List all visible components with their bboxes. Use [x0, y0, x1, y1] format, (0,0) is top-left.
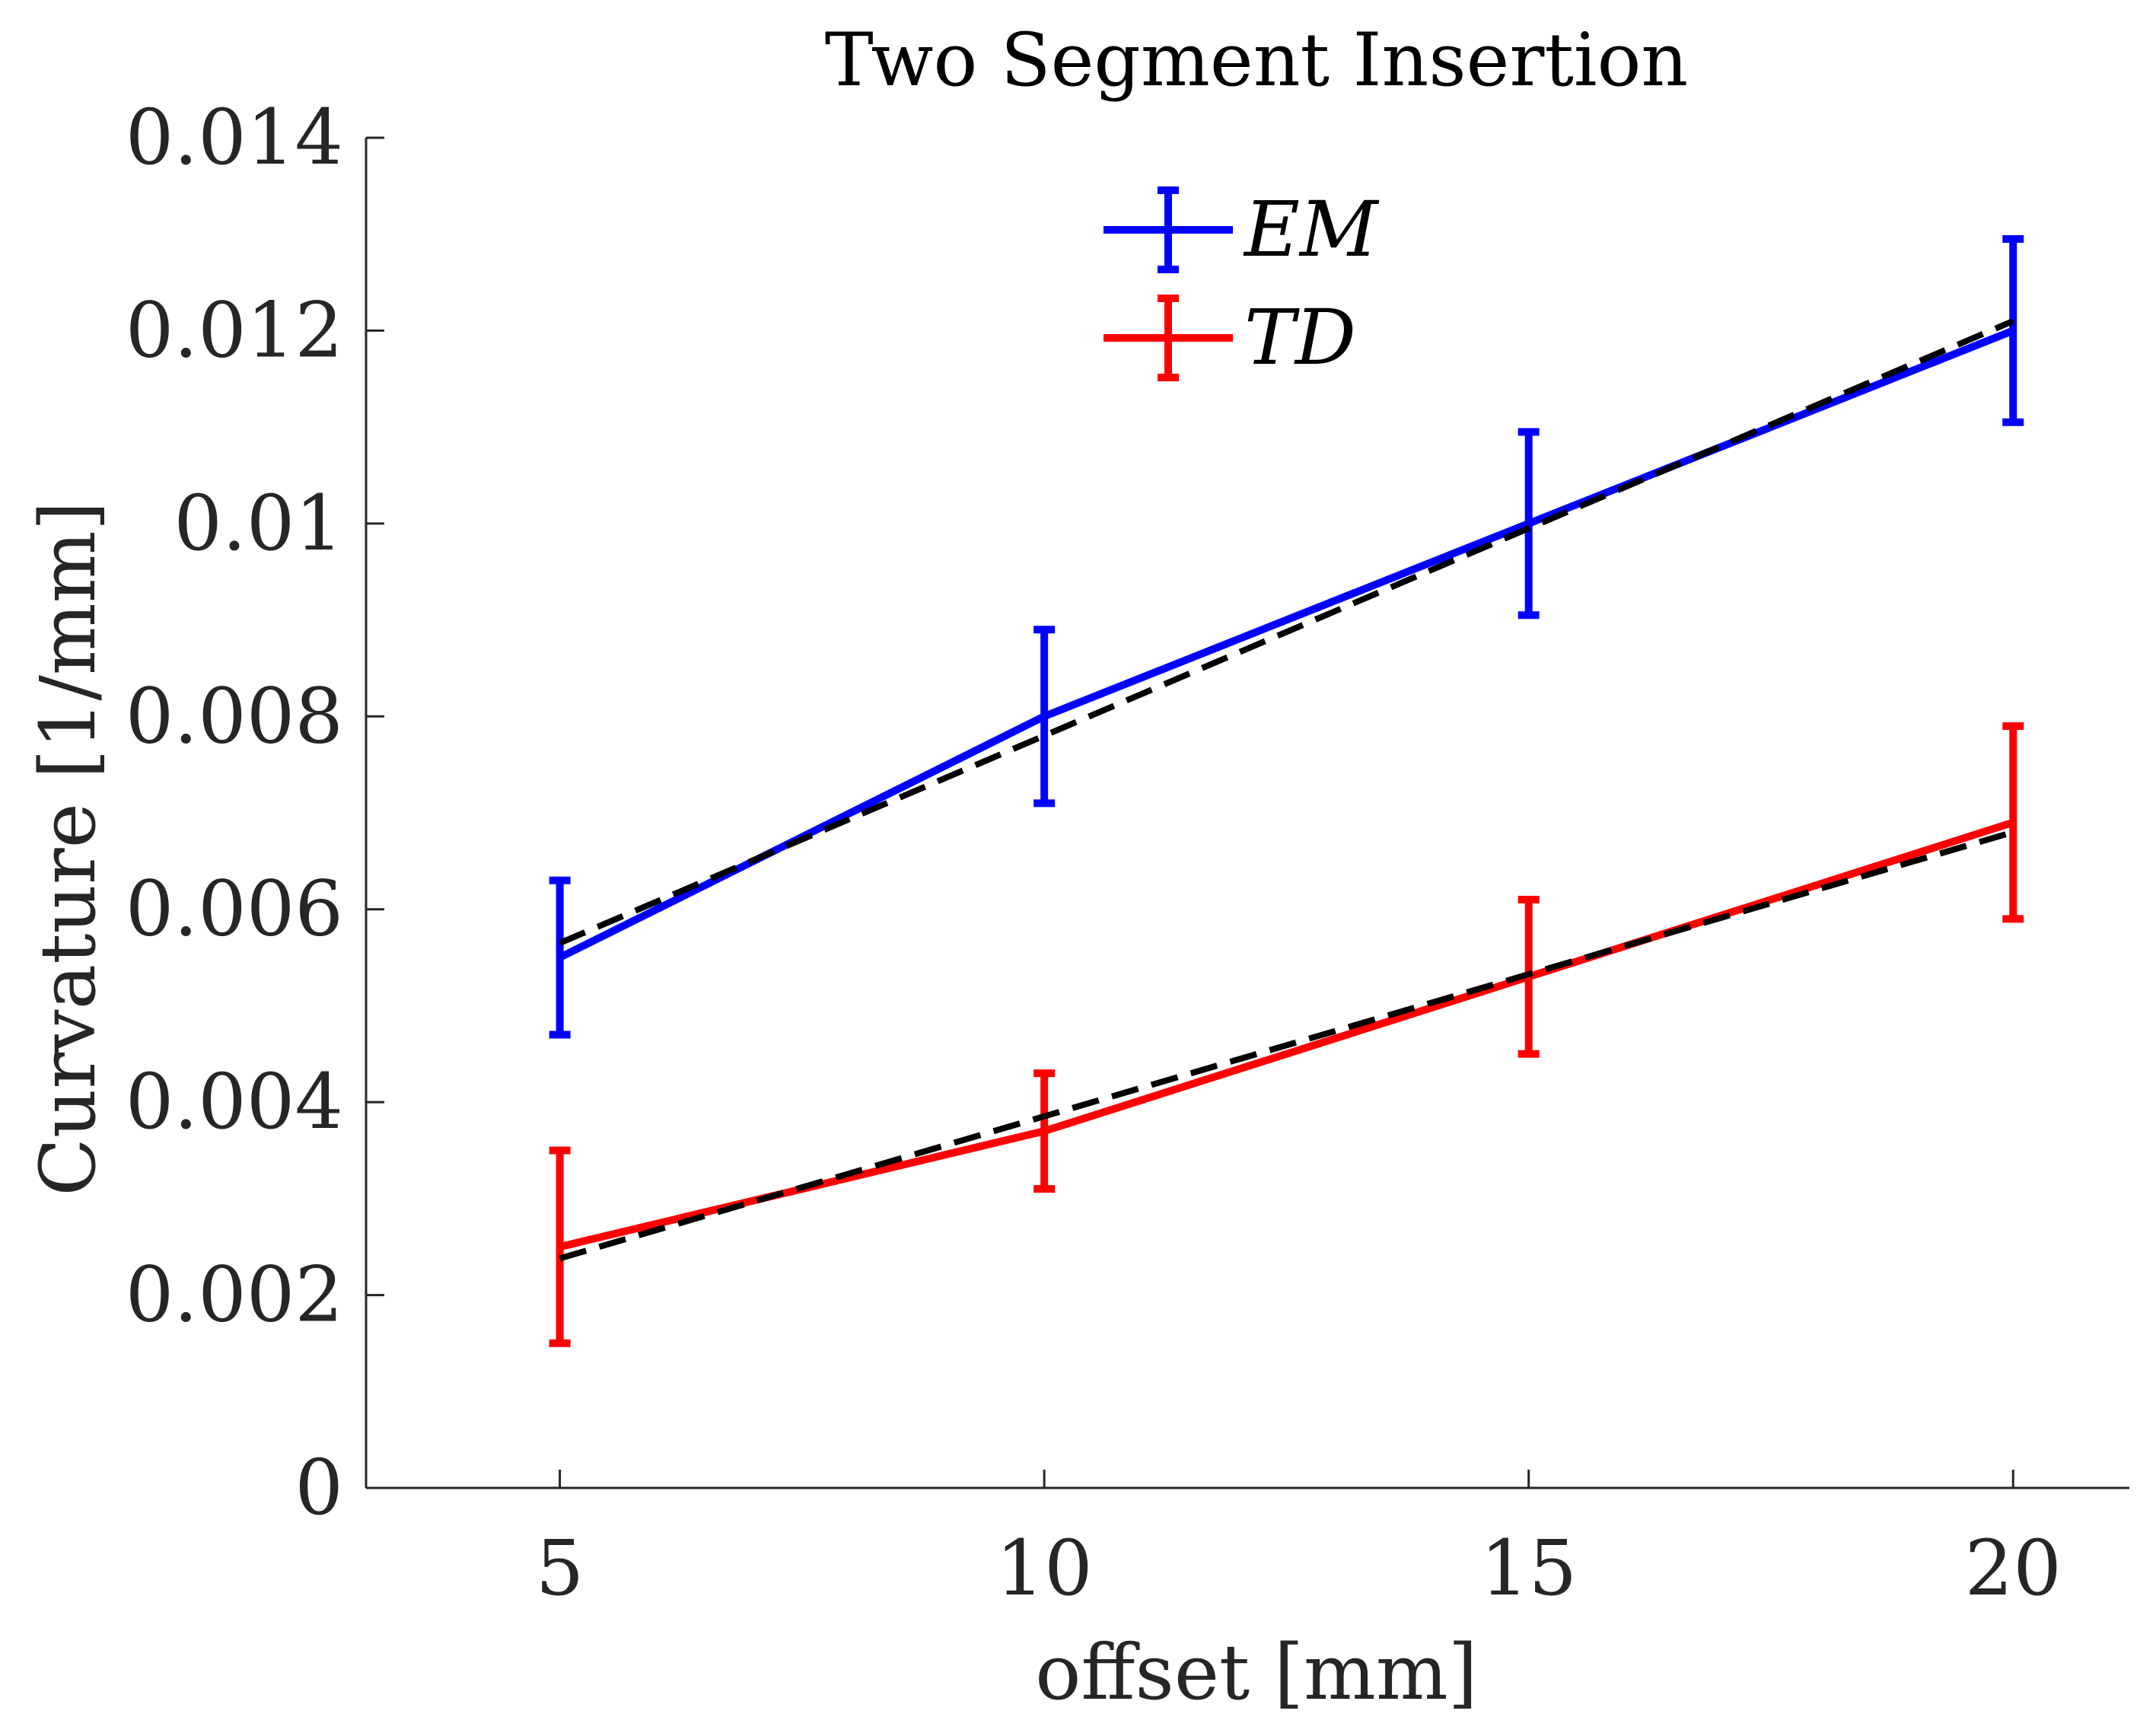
y-axis-label: Curvature [1/mm] — [24, 501, 113, 1196]
fit-line-td — [559, 829, 2014, 1262]
legend-label-em: EM — [1243, 185, 1380, 274]
x-tick-label: 15 — [1480, 1524, 1577, 1613]
y-tick-label: 0.006 — [126, 865, 343, 954]
x-tick-label: 5 — [536, 1524, 584, 1613]
legend-label-td: TD — [1244, 293, 1356, 382]
y-tick-label: 0 — [295, 1443, 343, 1532]
chart-title: Two Segment Insertion — [825, 18, 1689, 103]
y-tick-label: 0.004 — [126, 1057, 343, 1146]
plot-area: 5 10 15 20 0 0.002 0.004 0.006 0.008 0.01 0.012 0.0… — [126, 93, 2129, 1613]
x-tick-label: 10 — [996, 1524, 1093, 1613]
y-tick-label: 0.014 — [126, 93, 343, 182]
y-tick-label: 0.01 — [174, 479, 343, 568]
x-axis-label: offset [mm] — [1035, 1628, 1477, 1717]
series-line-td — [559, 818, 2014, 1251]
y-tick-label: 0.012 — [126, 285, 343, 374]
series-line-em — [558, 327, 2015, 961]
y-tick-label: 0.008 — [126, 671, 343, 760]
x-tick-label: 20 — [1965, 1524, 2062, 1613]
y-tick-label: 0.002 — [126, 1250, 343, 1340]
legend: EM TD — [1103, 185, 1380, 382]
fit-line-em — [559, 318, 2014, 946]
